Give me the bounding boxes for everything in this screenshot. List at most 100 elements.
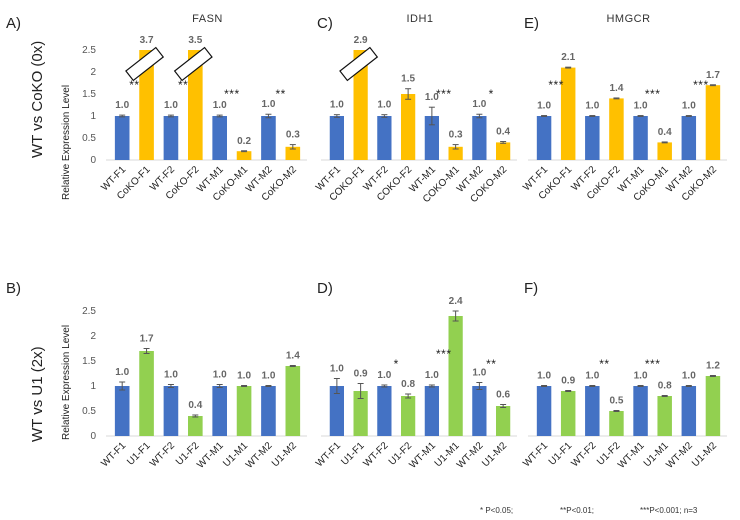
bar	[448, 316, 463, 436]
data-label: 1.4	[609, 83, 623, 94]
bar	[633, 116, 648, 160]
data-label: 2.1	[561, 52, 575, 63]
bar	[114, 116, 130, 160]
data-label: 1.2	[706, 361, 720, 372]
bar	[329, 116, 344, 160]
bar	[261, 386, 276, 436]
row-label-top: WT vs CoKO (0x)	[29, 41, 46, 158]
bar	[163, 116, 179, 160]
axis-break-icon	[125, 46, 165, 82]
bar	[212, 116, 227, 160]
data-label: 0.9	[561, 376, 575, 387]
bar	[401, 396, 416, 436]
data-label: 0.3	[449, 130, 463, 141]
y-tick-label: 0	[90, 431, 96, 442]
bar	[496, 406, 511, 436]
data-label: 0.2	[237, 136, 251, 147]
chart-panel: B)00.511.522.51.0WT-F11.7U1-F11.0WT-F20.…	[6, 280, 307, 471]
x-tick-label: WT-M1	[195, 440, 226, 471]
y-tick-label: 0.5	[82, 133, 96, 144]
chart-panel: D)1.0WT-F10.9U1-F11.0WT-F20.8U1-F21.0WT-…	[314, 280, 517, 471]
x-tick-label: WT-M1	[616, 440, 647, 471]
panel-title: FASN	[192, 13, 223, 25]
y-tick-label: 1	[90, 381, 96, 392]
significance-stars: ***	[693, 78, 709, 92]
significance-stars: **	[178, 78, 188, 92]
bar	[139, 351, 154, 436]
data-label: 1.0	[330, 364, 344, 375]
bar	[705, 85, 721, 160]
bar	[285, 366, 301, 436]
data-label: 0.4	[188, 400, 202, 411]
data-label: 1.0	[472, 368, 486, 379]
data-label: 0.8	[658, 381, 672, 392]
axis-break-box	[339, 46, 379, 82]
panel-letter: D)	[317, 280, 333, 297]
bar	[681, 116, 697, 160]
significance-stars: **	[275, 87, 285, 101]
data-label: 1.0	[377, 100, 391, 111]
bar	[285, 146, 301, 160]
bar	[448, 146, 463, 160]
data-label: 0.4	[658, 127, 672, 138]
y-tick-label: 2.5	[82, 45, 96, 56]
y-axis-label-top: Relative Expression Level	[61, 85, 72, 200]
data-label: 1.0	[115, 367, 129, 378]
data-label: 1.0	[682, 101, 696, 112]
bar	[560, 391, 576, 436]
x-tick-label: WT-M2	[455, 440, 486, 471]
bar	[633, 386, 648, 436]
bar	[472, 386, 487, 436]
axis-break-box	[173, 46, 213, 82]
data-label: 1.7	[140, 334, 154, 345]
bar	[236, 151, 252, 160]
data-label: 1.0	[585, 371, 599, 382]
bar	[472, 116, 487, 160]
x-tick-label: WT-M1	[407, 440, 438, 471]
x-tick-label: WT-M2	[244, 440, 275, 471]
x-tick-label: WT-F2	[148, 440, 177, 469]
bar	[536, 386, 552, 436]
data-label: 1.4	[286, 351, 300, 362]
data-label: 0.6	[496, 390, 510, 401]
data-label: 2.9	[354, 35, 368, 46]
data-label: 1.0	[213, 100, 227, 111]
data-label: 1.0	[237, 371, 251, 382]
y-tick-label: 0.5	[82, 406, 96, 417]
data-label: 1.5	[401, 74, 415, 85]
data-label: 2.4	[449, 296, 463, 307]
bar	[424, 386, 439, 436]
bar	[609, 98, 624, 160]
x-tick-label: WT-F1	[314, 440, 343, 469]
chart-panel: F)1.0WT-F10.9U1-F11.0WT-F20.5U1-F21.0WT-…	[521, 280, 727, 471]
axis-break-icon	[339, 46, 379, 82]
data-label: 0.3	[286, 130, 300, 141]
bar	[212, 386, 227, 436]
data-label: 3.5	[188, 35, 202, 46]
panel-letter: A)	[6, 15, 21, 32]
bar	[609, 411, 624, 436]
bar	[705, 376, 721, 436]
data-label: 0.9	[354, 369, 368, 380]
bar	[681, 386, 697, 436]
bar	[657, 396, 672, 436]
data-label: 1.0	[213, 370, 227, 381]
bar	[188, 50, 203, 160]
x-tick-label: WT-F1	[521, 440, 550, 469]
y-tick-label: 1.5	[82, 89, 96, 100]
significance-stars: *	[394, 357, 399, 371]
bar	[536, 116, 552, 160]
data-label: 1.0	[472, 99, 486, 110]
bar	[163, 386, 179, 436]
significance-stars: ***	[224, 87, 240, 101]
bar	[353, 50, 368, 160]
bar	[560, 67, 576, 160]
y-tick-label: 2	[90, 331, 96, 342]
bar	[114, 386, 130, 436]
significance-stars: **	[599, 357, 609, 371]
data-label: 0.8	[401, 379, 415, 390]
y-tick-label: 1	[90, 111, 96, 122]
panel-letter: E)	[524, 15, 539, 32]
y-axis-label-bottom: Relative Expression Level	[61, 325, 72, 440]
